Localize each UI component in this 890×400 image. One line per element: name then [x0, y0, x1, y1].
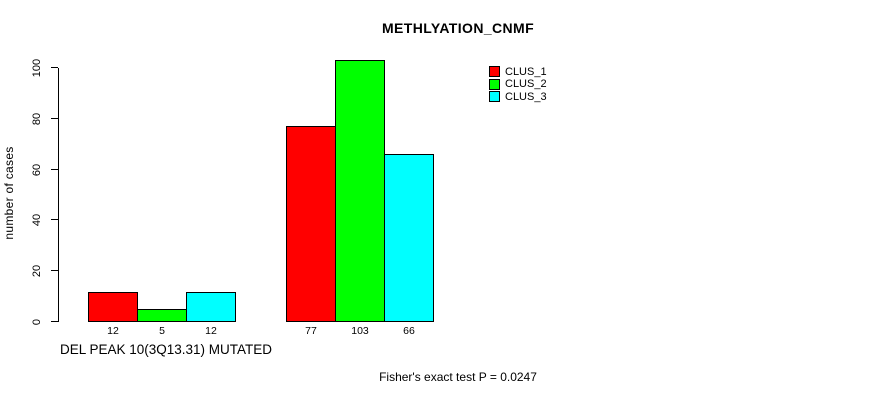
bar-clus_3-group2	[384, 154, 434, 322]
bar-value-label: 12	[107, 325, 119, 337]
y-axis-label: number of cases	[2, 146, 16, 240]
bar-value-label: 5	[159, 325, 165, 337]
legend-swatch-clus_2	[489, 78, 500, 90]
y-axis-tick-label: 80	[31, 112, 43, 126]
bar-value-label: 103	[351, 325, 369, 337]
legend-label-clus_3: CLUS_3	[505, 90, 547, 103]
bar-clus_3-group1	[186, 291, 236, 322]
y-axis-tick	[51, 321, 58, 322]
y-axis-tick	[51, 67, 58, 68]
legend-label-clus_2: CLUS_2	[505, 78, 547, 90]
y-axis-tick-label: 20	[31, 264, 43, 278]
bar-clus_1-group2	[286, 126, 336, 322]
footnote-text: Fisher's exact test P = 0.0247	[379, 370, 537, 384]
bar-clus_2-group1	[137, 309, 187, 322]
y-axis-tick-label: 0	[31, 318, 43, 326]
y-axis-line	[58, 68, 59, 322]
legend-swatch-clus_3	[489, 91, 500, 102]
bar-value-label: 12	[205, 325, 217, 337]
y-axis-tick	[51, 169, 58, 170]
x-axis-group-label: DEL PEAK 10(3Q13.31) MUTATED	[59, 342, 273, 357]
y-axis-tick	[51, 270, 58, 271]
y-axis-tick-label: 100	[31, 58, 43, 78]
bar-value-label: 77	[305, 325, 317, 337]
bar-value-label: 66	[403, 325, 415, 337]
bar-clus_1-group1	[88, 291, 138, 322]
y-axis-tick	[51, 219, 58, 220]
chart-title: METHLYATION_CNMF	[381, 20, 535, 36]
legend-label-clus_1: CLUS_1	[505, 65, 547, 78]
y-axis-tick	[51, 118, 58, 119]
bar-clus_2-group2	[335, 60, 385, 322]
legend-swatch-clus_1	[489, 66, 500, 77]
y-axis-tick-label: 60	[31, 163, 43, 177]
y-axis-tick-label: 40	[31, 213, 43, 227]
